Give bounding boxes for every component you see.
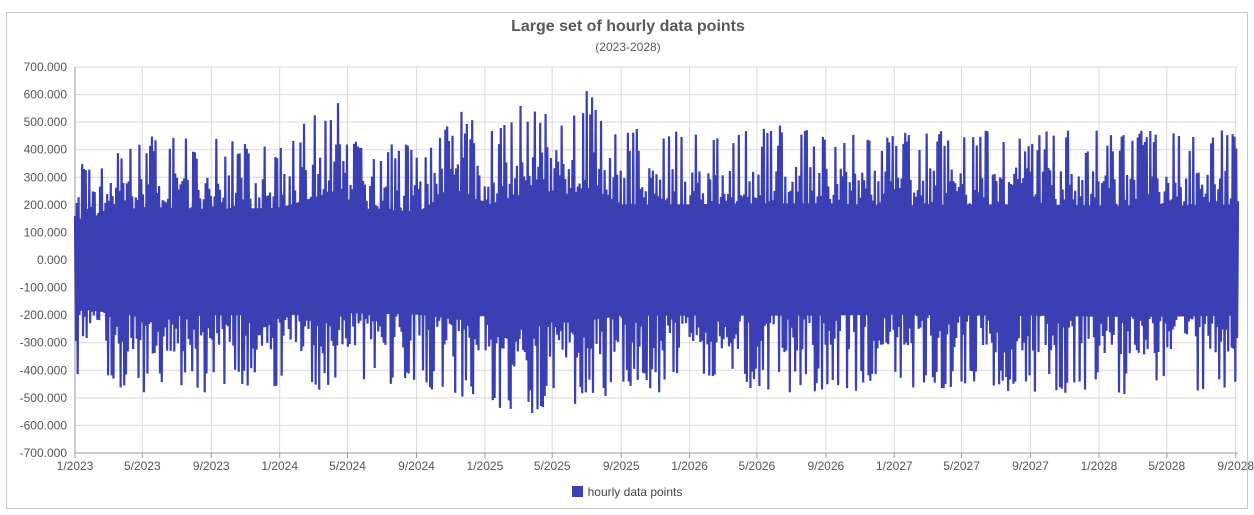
- chart-subtitle: (2023-2028): [595, 40, 661, 54]
- x-tick-label: 1/2027: [876, 459, 913, 473]
- y-tick-label: -700.000: [20, 446, 68, 460]
- x-tick-label: 5/2024: [329, 459, 366, 473]
- x-tick-label: 9/2027: [1012, 459, 1049, 473]
- y-tick-label: 500.000: [24, 115, 68, 129]
- x-tick-label: 9/2028: [1217, 459, 1254, 473]
- x-tick-label: 9/2025: [603, 459, 640, 473]
- chart-title: Large set of hourly data points: [511, 18, 745, 35]
- x-tick-label: 5/2026: [739, 459, 776, 473]
- x-tick-label: 9/2023: [193, 459, 230, 473]
- y-tick-label: 300.000: [24, 170, 68, 184]
- y-tick-label: 700.000: [24, 60, 68, 74]
- y-tick-label: -200.000: [20, 308, 68, 322]
- x-tick-label: 1/2025: [467, 459, 504, 473]
- x-tick-label: 5/2027: [943, 459, 980, 473]
- y-tick-label: 0.000: [37, 253, 67, 267]
- y-tick-label: -500.000: [20, 391, 68, 405]
- x-tick-label: 5/2025: [534, 459, 571, 473]
- y-tick-label: -100.000: [20, 281, 68, 295]
- y-tick-label: -600.000: [20, 418, 68, 432]
- y-tick-label: 400.000: [24, 143, 68, 157]
- y-tick-label: -400.000: [20, 363, 68, 377]
- x-tick-label: 1/2023: [57, 459, 94, 473]
- y-tick-label: 200.000: [24, 198, 68, 212]
- x-tick-label: 5/2028: [1148, 459, 1185, 473]
- y-tick-label: 100.000: [24, 225, 68, 239]
- x-tick-label: 1/2026: [671, 459, 708, 473]
- y-tick-label: 600.000: [24, 88, 68, 102]
- series-core-band: [75, 187, 1238, 331]
- x-tick-label: 9/2026: [807, 459, 844, 473]
- legend-label: hourly data points: [587, 485, 683, 499]
- x-tick-label: 5/2023: [124, 459, 161, 473]
- x-tick-label: 1/2024: [261, 459, 298, 473]
- x-tick-label: 9/2024: [398, 459, 435, 473]
- y-tick-label: -300.000: [20, 336, 68, 350]
- legend-swatch: [571, 486, 583, 497]
- legend[interactable]: hourly data points: [0, 485, 1254, 499]
- x-tick-label: 1/2028: [1081, 459, 1118, 473]
